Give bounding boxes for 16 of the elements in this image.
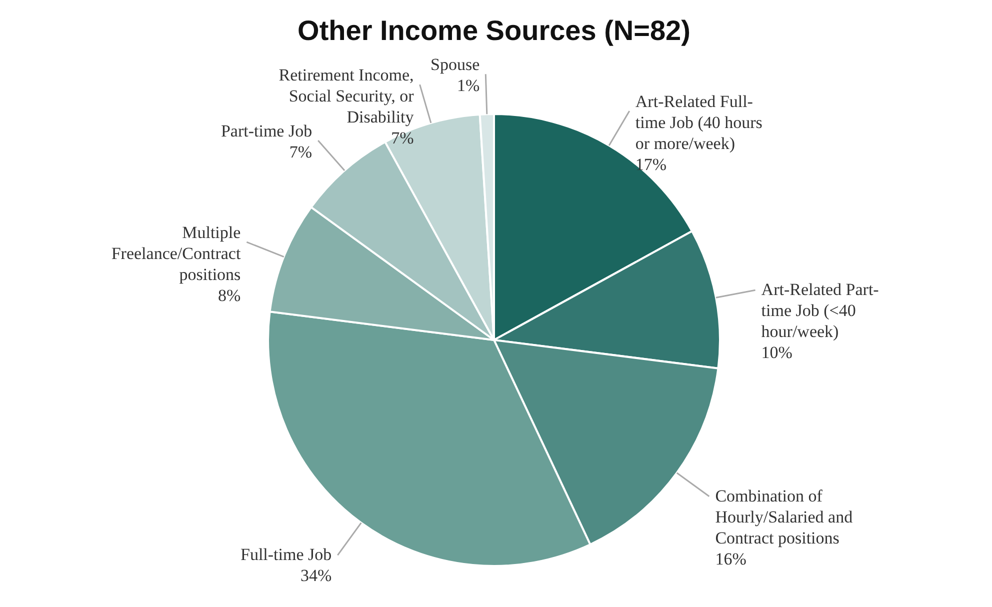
- data-label: 7%: [289, 142, 312, 162]
- slice-label: Spouse: [430, 55, 480, 74]
- data-label: 34%: [300, 566, 332, 586]
- slice-label: Part-time Job: [220, 121, 312, 140]
- data-label: 8%: [218, 286, 241, 306]
- data-label: 17%: [635, 155, 667, 174]
- slice-label: Combination of Hourly/Salaried and Contract positions: [715, 486, 854, 548]
- data-label: 7%: [391, 128, 414, 148]
- slice-label: Multiple Freelance/Contract positions: [111, 223, 241, 284]
- slice-label: Full-time Job: [240, 545, 332, 564]
- slice-label: Art-Related Part-time Job (<40 hour/week): [761, 280, 880, 342]
- slice-label: Art-Related Full-time Job (40 hours or more/week): [635, 92, 762, 154]
- data-label: 10%: [761, 343, 792, 362]
- chart-title: Other Income Sources (N=82): [298, 15, 690, 46]
- data-label: 1%: [456, 76, 480, 96]
- data-label: 16%: [715, 549, 746, 568]
